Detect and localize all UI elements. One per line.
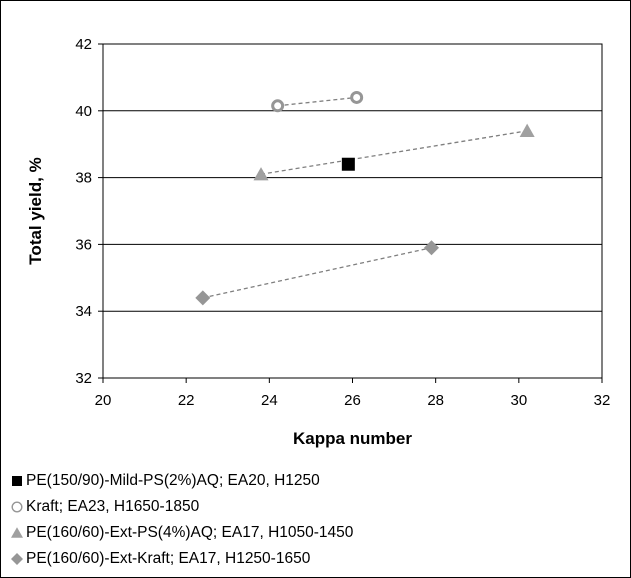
data-point	[350, 90, 364, 104]
y-axis: 32 34 36 38 40 42	[75, 36, 103, 387]
data-points	[195, 90, 535, 306]
data-point	[253, 167, 269, 181]
x-axis-title: Kappa number	[293, 429, 412, 448]
legend-item: PE(160/60)-Ext-PS(4%)AQ; EA17, H1050-145…	[10, 520, 610, 546]
data-point	[519, 123, 535, 138]
chart: 20 22 24 26 28 30 32 32 34 36 38 40 42 Kappa number…	[26, 36, 611, 448]
legend-marker	[10, 500, 24, 514]
data-point	[271, 99, 285, 113]
x-tick-label: 32	[594, 392, 611, 409]
x-tick-label: 22	[178, 392, 195, 409]
x-tick-label: 30	[510, 392, 527, 409]
legend-marker-shape	[11, 501, 23, 513]
legend-marker-shape	[12, 476, 22, 486]
legend-marker	[10, 474, 24, 488]
y-axis-title: Total yield, %	[26, 157, 45, 264]
legend-label: PE(160/60)-Ext-PS(4%)AQ; EA17, H1050-145…	[26, 524, 354, 541]
data-point	[195, 290, 211, 306]
data-point	[424, 240, 440, 256]
legend-marker	[10, 552, 24, 566]
x-tick-label: 24	[261, 392, 278, 409]
series-line	[277, 96, 357, 107]
x-tick-label: 20	[95, 392, 112, 409]
y-tick-label: 32	[75, 370, 92, 387]
series-line	[260, 130, 528, 175]
legend-item: PE(150/90)-Mild-PS(2%)AQ; EA20, H1250	[10, 468, 610, 494]
legend-marker-shape	[11, 527, 23, 538]
data-point	[341, 157, 355, 171]
y-tick-label: 34	[75, 303, 92, 320]
legend: PE(150/90)-Mild-PS(2%)AQ; EA20, H1250 Kra…	[10, 468, 610, 572]
legend-marker-shape	[11, 553, 23, 565]
series-line	[202, 247, 432, 299]
legend-marker	[10, 526, 24, 540]
legend-item: Kraft; EA23, H1650-1850	[10, 494, 610, 520]
x-tick-label: 26	[344, 392, 361, 409]
y-tick-label: 40	[75, 103, 92, 120]
x-axis: 20 22 24 26 28 30 32	[95, 378, 611, 409]
legend-item: PE(160/60)-Ext-Kraft; EA17, H1250-1650	[10, 546, 610, 572]
series-lines	[202, 96, 528, 299]
y-tick-label: 38	[75, 170, 92, 187]
y-tick-label: 36	[75, 236, 92, 253]
x-tick-label: 28	[427, 392, 444, 409]
legend-label: Kraft; EA23, H1650-1850	[26, 498, 200, 515]
y-tick-label: 42	[75, 36, 92, 53]
legend-label: PE(150/90)-Mild-PS(2%)AQ; EA20, H1250	[26, 472, 320, 489]
legend-label: PE(160/60)-Ext-Kraft; EA17, H1250-1650	[26, 550, 311, 567]
